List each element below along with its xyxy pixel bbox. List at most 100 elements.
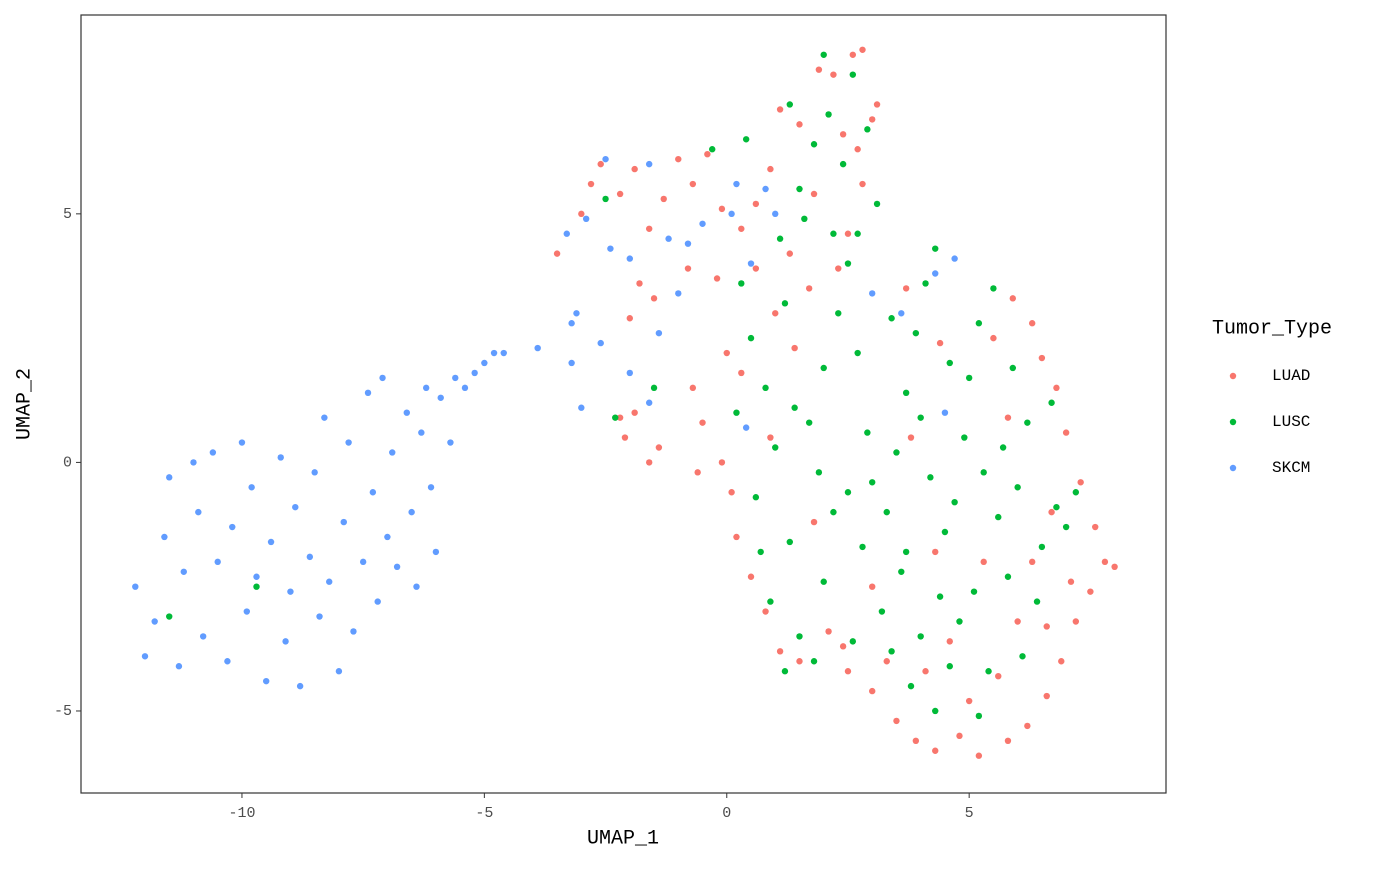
point — [878, 608, 886, 615]
point — [374, 598, 381, 605]
point — [907, 434, 915, 441]
point — [296, 682, 304, 690]
point — [723, 349, 730, 357]
point — [825, 628, 832, 635]
point — [166, 474, 173, 481]
point — [912, 737, 920, 745]
point — [844, 260, 852, 267]
point — [616, 414, 624, 421]
point — [980, 469, 987, 476]
point — [830, 230, 837, 237]
point — [786, 538, 793, 546]
point — [728, 210, 735, 218]
point — [941, 528, 949, 536]
point — [995, 513, 1002, 521]
point — [573, 310, 580, 317]
point — [1053, 384, 1060, 392]
point — [752, 200, 760, 208]
point — [902, 389, 910, 397]
point — [922, 668, 929, 675]
point — [849, 51, 857, 58]
point — [243, 608, 251, 615]
point — [893, 717, 900, 725]
point — [553, 250, 561, 257]
point — [810, 141, 818, 148]
point — [151, 618, 158, 625]
point — [849, 71, 857, 78]
point — [1014, 618, 1021, 625]
point — [626, 369, 634, 377]
point — [282, 638, 289, 645]
point — [742, 424, 750, 431]
point — [733, 409, 740, 416]
point — [815, 469, 823, 476]
x-tick-label: 5 — [965, 805, 974, 822]
point — [830, 508, 837, 516]
point — [805, 419, 813, 426]
point — [1077, 479, 1084, 486]
point — [859, 543, 866, 551]
point — [704, 150, 711, 158]
point — [859, 46, 866, 53]
point — [762, 608, 769, 615]
point — [1072, 489, 1080, 496]
point — [161, 533, 168, 541]
legend-label: LUAD — [1272, 367, 1310, 385]
legend-title: Tumor_Type — [1212, 317, 1332, 340]
point — [733, 180, 740, 188]
point — [1087, 588, 1094, 595]
point — [975, 320, 983, 327]
point — [364, 389, 372, 397]
point — [1028, 558, 1036, 566]
point — [912, 329, 920, 337]
point — [1043, 623, 1050, 630]
point — [311, 469, 318, 476]
point — [995, 672, 1002, 680]
point — [718, 205, 726, 213]
point — [796, 633, 803, 640]
point — [645, 225, 653, 232]
point — [922, 280, 929, 287]
point — [796, 121, 803, 128]
point — [781, 668, 789, 675]
point — [408, 508, 415, 516]
point — [277, 454, 284, 461]
point — [951, 498, 958, 506]
point — [389, 449, 396, 456]
point — [883, 508, 890, 516]
point — [883, 658, 890, 665]
point — [1038, 354, 1046, 362]
y-tick-label: 5 — [63, 206, 72, 223]
point — [1062, 429, 1070, 436]
point — [694, 469, 701, 476]
point — [980, 558, 987, 566]
point — [262, 677, 270, 685]
point — [461, 384, 469, 392]
point — [796, 185, 803, 193]
point — [316, 613, 323, 620]
point — [961, 434, 968, 441]
point — [869, 290, 876, 297]
point — [699, 419, 706, 426]
point — [582, 215, 590, 223]
point — [665, 235, 672, 242]
point — [166, 613, 173, 620]
legend-label: LUSC — [1272, 413, 1310, 431]
point — [578, 210, 585, 218]
legend-swatch — [1229, 372, 1237, 380]
point — [936, 339, 944, 347]
point — [481, 359, 488, 367]
point — [946, 359, 953, 367]
point — [1028, 320, 1036, 327]
point — [500, 349, 507, 357]
point — [791, 404, 798, 411]
point — [917, 633, 924, 640]
point — [195, 508, 202, 516]
point — [616, 190, 624, 198]
point — [767, 165, 774, 173]
point — [132, 583, 139, 590]
point — [621, 434, 629, 441]
point — [636, 280, 643, 287]
point — [854, 230, 861, 237]
